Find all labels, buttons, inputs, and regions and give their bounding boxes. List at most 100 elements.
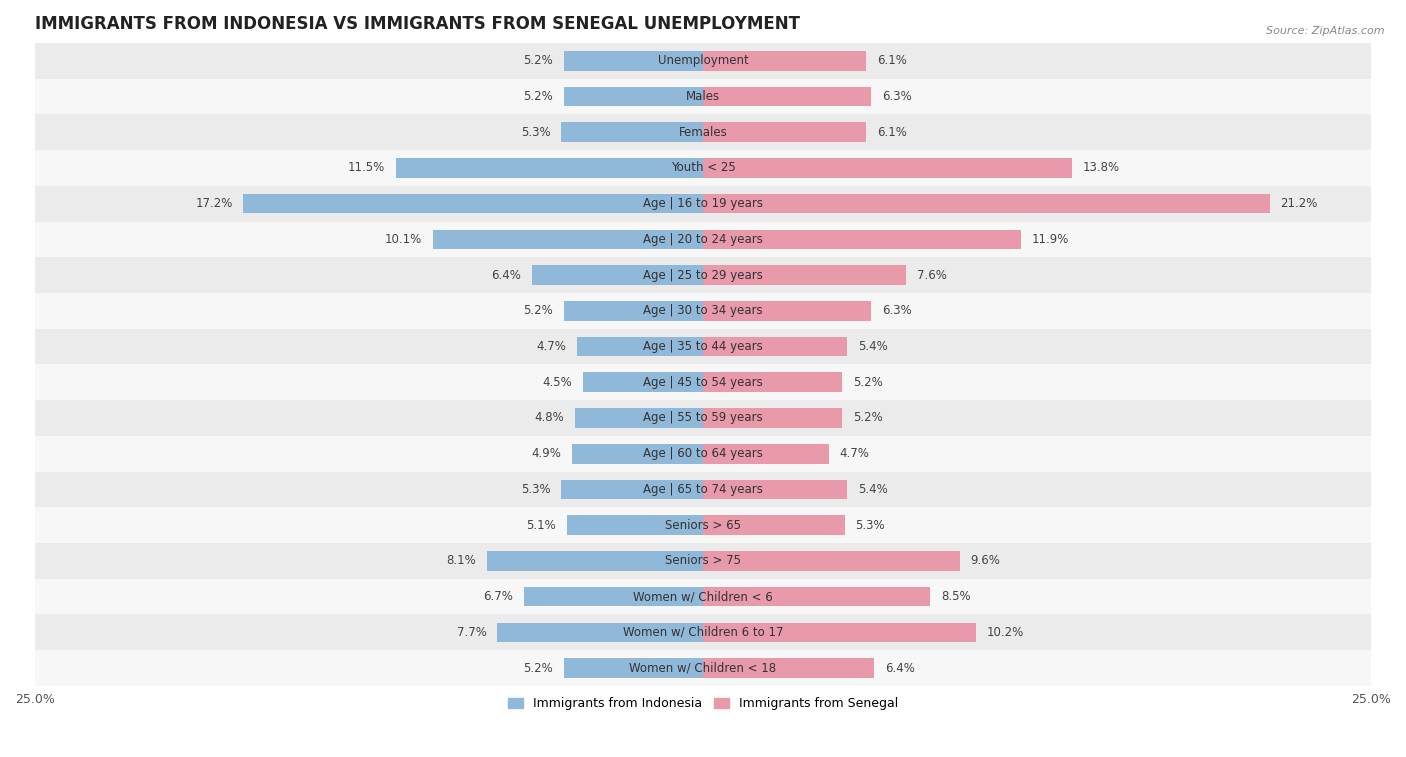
Bar <box>575 408 703 428</box>
Bar <box>578 337 703 357</box>
Text: Age | 35 to 44 years: Age | 35 to 44 years <box>643 340 763 353</box>
Bar <box>582 372 703 392</box>
Text: Youth < 25: Youth < 25 <box>671 161 735 174</box>
Text: 10.2%: 10.2% <box>986 626 1024 639</box>
Bar <box>703 551 959 571</box>
Text: 10.1%: 10.1% <box>385 233 422 246</box>
Bar <box>35 400 1371 436</box>
Text: 5.2%: 5.2% <box>523 304 554 317</box>
Bar <box>703 194 1270 213</box>
Text: 6.3%: 6.3% <box>882 90 911 103</box>
Bar <box>35 507 1371 543</box>
Bar <box>703 516 845 535</box>
Text: 5.2%: 5.2% <box>852 412 883 425</box>
Text: 5.3%: 5.3% <box>522 483 551 496</box>
Text: 6.1%: 6.1% <box>877 55 907 67</box>
Bar <box>703 51 866 70</box>
Bar <box>35 79 1371 114</box>
Text: Age | 55 to 59 years: Age | 55 to 59 years <box>643 412 763 425</box>
Bar <box>572 444 703 463</box>
Text: 21.2%: 21.2% <box>1281 197 1317 210</box>
Text: 7.7%: 7.7% <box>457 626 486 639</box>
Text: Age | 20 to 24 years: Age | 20 to 24 years <box>643 233 763 246</box>
Bar <box>567 516 703 535</box>
Bar <box>703 86 872 106</box>
Bar <box>35 436 1371 472</box>
Bar <box>561 480 703 500</box>
Bar <box>703 587 931 606</box>
Text: Women w/ Children < 6: Women w/ Children < 6 <box>633 590 773 603</box>
Text: 6.4%: 6.4% <box>492 269 522 282</box>
Text: Age | 30 to 34 years: Age | 30 to 34 years <box>643 304 763 317</box>
Bar <box>703 229 1021 249</box>
Text: Source: ZipAtlas.com: Source: ZipAtlas.com <box>1267 26 1385 36</box>
Text: Females: Females <box>679 126 727 139</box>
Bar <box>703 622 976 642</box>
Text: 5.2%: 5.2% <box>523 55 554 67</box>
Text: 11.5%: 11.5% <box>347 161 385 174</box>
Text: 5.2%: 5.2% <box>852 375 883 389</box>
Bar <box>703 301 872 321</box>
Bar <box>703 372 842 392</box>
Text: 6.4%: 6.4% <box>884 662 914 674</box>
Text: 17.2%: 17.2% <box>195 197 232 210</box>
Text: IMMIGRANTS FROM INDONESIA VS IMMIGRANTS FROM SENEGAL UNEMPLOYMENT: IMMIGRANTS FROM INDONESIA VS IMMIGRANTS … <box>35 15 800 33</box>
Text: 8.5%: 8.5% <box>941 590 970 603</box>
Text: Seniors > 65: Seniors > 65 <box>665 519 741 531</box>
Bar <box>35 222 1371 257</box>
Text: Males: Males <box>686 90 720 103</box>
Text: 4.7%: 4.7% <box>537 340 567 353</box>
Text: 6.3%: 6.3% <box>882 304 911 317</box>
Text: 5.2%: 5.2% <box>523 90 554 103</box>
Bar <box>561 123 703 142</box>
Bar <box>564 659 703 678</box>
Text: 5.4%: 5.4% <box>858 340 887 353</box>
Text: Unemployment: Unemployment <box>658 55 748 67</box>
Text: 6.1%: 6.1% <box>877 126 907 139</box>
Text: 4.5%: 4.5% <box>543 375 572 389</box>
Bar <box>703 158 1071 178</box>
Text: Age | 16 to 19 years: Age | 16 to 19 years <box>643 197 763 210</box>
Bar <box>433 229 703 249</box>
Bar <box>703 123 866 142</box>
Text: 5.4%: 5.4% <box>858 483 887 496</box>
Text: Age | 25 to 29 years: Age | 25 to 29 years <box>643 269 763 282</box>
Bar <box>35 43 1371 79</box>
Bar <box>703 408 842 428</box>
Bar <box>703 444 828 463</box>
Text: Seniors > 75: Seniors > 75 <box>665 554 741 568</box>
Text: 5.2%: 5.2% <box>523 662 554 674</box>
Text: Women w/ Children < 18: Women w/ Children < 18 <box>630 662 776 674</box>
Bar <box>524 587 703 606</box>
Text: 13.8%: 13.8% <box>1083 161 1119 174</box>
Bar <box>703 480 848 500</box>
Text: 4.8%: 4.8% <box>534 412 564 425</box>
Bar <box>395 158 703 178</box>
Text: 11.9%: 11.9% <box>1032 233 1069 246</box>
Text: 7.6%: 7.6% <box>917 269 946 282</box>
Legend: Immigrants from Indonesia, Immigrants from Senegal: Immigrants from Indonesia, Immigrants fr… <box>502 692 904 715</box>
Text: Age | 45 to 54 years: Age | 45 to 54 years <box>643 375 763 389</box>
Bar <box>35 579 1371 615</box>
Bar <box>703 337 848 357</box>
Text: 6.7%: 6.7% <box>484 590 513 603</box>
Bar <box>35 543 1371 579</box>
Text: Age | 65 to 74 years: Age | 65 to 74 years <box>643 483 763 496</box>
Bar <box>564 301 703 321</box>
Text: 5.1%: 5.1% <box>526 519 555 531</box>
Bar <box>35 114 1371 150</box>
Text: 8.1%: 8.1% <box>446 554 475 568</box>
Bar <box>498 622 703 642</box>
Bar <box>35 150 1371 185</box>
Bar <box>35 293 1371 329</box>
Bar <box>564 51 703 70</box>
Bar <box>703 659 875 678</box>
Bar <box>531 265 703 285</box>
Text: 4.7%: 4.7% <box>839 447 869 460</box>
Bar <box>703 265 905 285</box>
Text: 5.3%: 5.3% <box>522 126 551 139</box>
Bar <box>35 185 1371 222</box>
Bar <box>35 615 1371 650</box>
Bar <box>35 257 1371 293</box>
Bar <box>243 194 703 213</box>
